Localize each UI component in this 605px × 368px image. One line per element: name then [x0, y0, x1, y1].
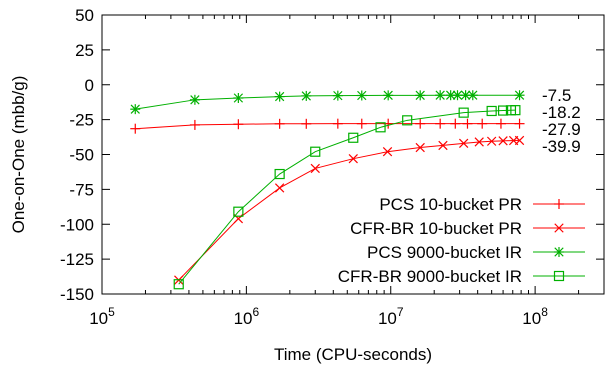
plot-frame	[101, 14, 605, 295]
data-point	[498, 136, 508, 146]
data-point	[514, 90, 525, 101]
data-point	[415, 90, 426, 101]
y-tick-label: 25	[75, 41, 94, 60]
series-line	[178, 109, 516, 285]
series-end-label: -7.5	[542, 86, 571, 105]
data-point	[450, 118, 461, 129]
data-point	[435, 118, 446, 129]
data-point	[356, 90, 367, 101]
series-4	[173, 105, 521, 290]
data-point	[514, 135, 525, 146]
data-point	[274, 91, 285, 102]
x-tick-label: 106	[234, 305, 260, 328]
series-2	[174, 135, 525, 285]
legend-item: PCS 10-bucket PR	[379, 195, 585, 214]
y-axis-title: One-on-One (mbb/g)	[9, 76, 28, 234]
legend-marker	[553, 270, 565, 282]
y-tick-label: -150	[60, 285, 94, 304]
data-point	[332, 90, 343, 101]
data-point	[477, 118, 488, 129]
data-point	[415, 118, 426, 129]
data-point	[497, 105, 509, 116]
data-point	[458, 107, 469, 118]
legend-marker	[554, 223, 564, 233]
y-tick-label: -125	[60, 250, 94, 269]
data-point	[462, 118, 473, 129]
legend-label: CFR-BR 9000-bucket IR	[338, 267, 522, 286]
data-point	[495, 118, 506, 129]
data-point	[233, 119, 244, 130]
legend-item: CFR-BR 10-bucket PR	[350, 219, 585, 238]
data-point	[189, 94, 200, 105]
y-tick-label: -75	[69, 180, 94, 199]
data-point	[301, 90, 312, 101]
legend-marker	[554, 199, 564, 209]
data-point	[375, 122, 386, 133]
legend-label: PCS 9000-bucket IR	[367, 243, 522, 262]
data-point	[458, 138, 469, 149]
series-end-label: -39.9	[542, 137, 581, 156]
data-point	[301, 118, 312, 129]
y-tick-label: -100	[60, 215, 94, 234]
data-point	[274, 118, 285, 129]
data-point	[189, 119, 200, 130]
series-layer	[130, 90, 525, 290]
x-tick-label: 107	[378, 305, 404, 328]
data-point	[310, 146, 321, 157]
legend: PCS 10-bucket PR CFR-BR 10-bucket PR PCS 9…	[338, 195, 585, 286]
data-point	[382, 147, 393, 157]
data-point	[274, 168, 285, 180]
data-point	[332, 118, 343, 129]
data-point	[486, 136, 497, 146]
data-point	[435, 90, 446, 101]
series-1	[130, 118, 525, 134]
data-point	[356, 118, 367, 129]
data-point	[514, 118, 525, 129]
legend-marker	[554, 247, 564, 257]
x-tick-label: 105	[89, 305, 115, 328]
data-point	[130, 104, 141, 115]
data-point	[233, 206, 244, 217]
data-point	[274, 183, 285, 193]
series-end-label: -27.9	[542, 120, 581, 139]
data-point	[383, 90, 394, 101]
legend-label: CFR-BR 10-bucket PR	[350, 219, 522, 238]
data-point	[310, 163, 320, 174]
data-point	[474, 137, 484, 147]
series-line	[178, 139, 520, 281]
data-point	[486, 105, 497, 117]
y-tick-label: -25	[69, 111, 94, 130]
y-tick-label: -50	[69, 146, 94, 165]
series-end-label: -18.2	[542, 103, 581, 122]
data-point	[415, 142, 425, 153]
data-point	[233, 93, 244, 104]
data-point	[510, 105, 521, 116]
legend-label: PCS 10-bucket PR	[379, 195, 522, 214]
data-point	[467, 90, 478, 101]
y-tick-label: 50	[75, 6, 94, 25]
data-point	[173, 279, 184, 290]
legend-item: CFR-BR 9000-bucket IR	[338, 267, 585, 286]
x-axis-title: Time (CPU-seconds)	[274, 345, 432, 364]
end-labels: -7.5-18.2-27.9-39.9	[542, 86, 581, 156]
data-point	[130, 123, 141, 134]
data-point	[402, 115, 413, 126]
data-point	[348, 154, 358, 164]
series-3	[130, 90, 525, 115]
x-tick-label: 108	[522, 305, 548, 328]
data-point	[438, 140, 448, 151]
data-point	[348, 132, 359, 143]
legend-item: PCS 9000-bucket IR	[367, 243, 585, 262]
y-tick-label: 0	[85, 76, 94, 95]
